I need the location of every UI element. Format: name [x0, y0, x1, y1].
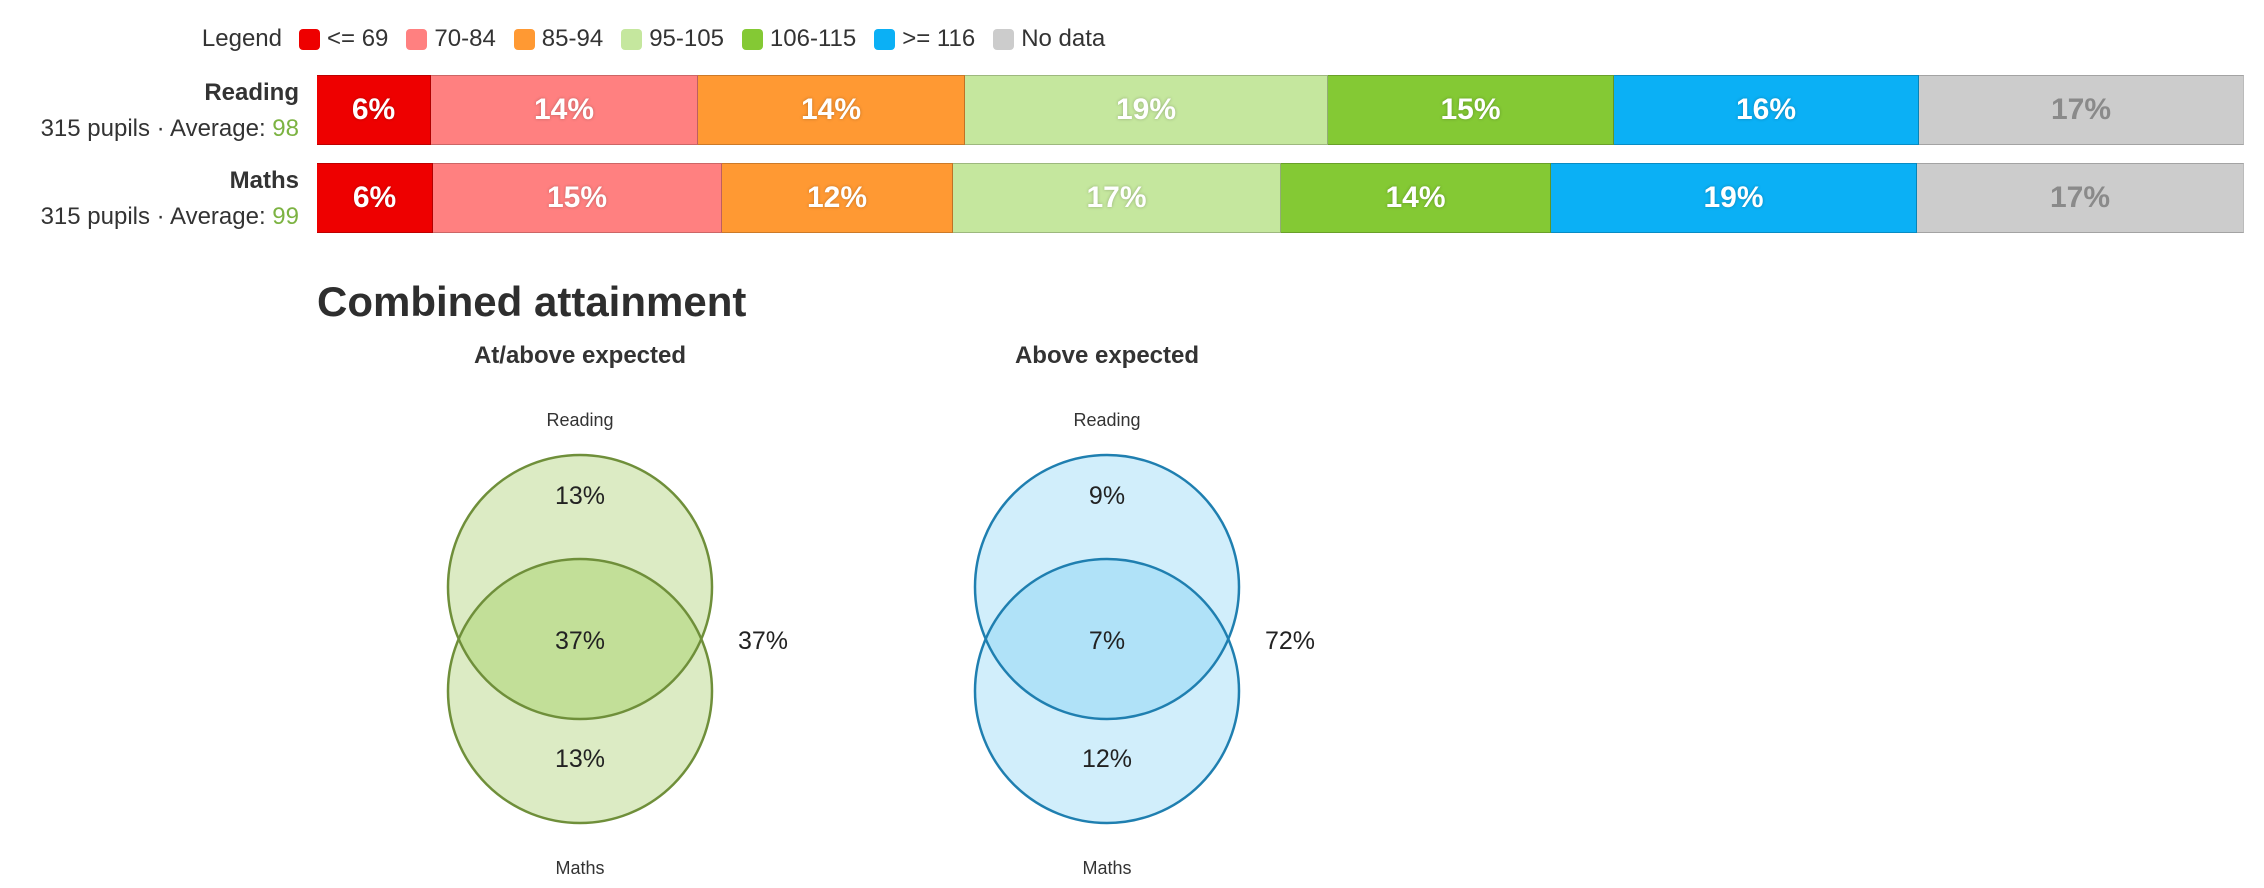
legend-item: >= 116	[874, 25, 975, 53]
legend-title: Legend	[201, 25, 282, 52]
venn-top-outline	[446, 453, 714, 721]
bar-segment: 15%	[433, 163, 722, 233]
maths-row: Maths 315 pupils · Average: 99 6% 15% 12% 1…	[0, 163, 2264, 233]
venn-bottom-label: Maths	[555, 858, 604, 878]
legend-item: 95-105	[621, 25, 724, 53]
legend-item: 106-115	[741, 25, 857, 53]
maths-title: Maths	[229, 167, 299, 194]
reading-average: 98	[272, 115, 299, 142]
venn-bottom-only-value: 12%	[1082, 745, 1132, 773]
reading-pupils-text: 315 pupils · Average:	[40, 115, 273, 142]
venn-svg: Reading 13% 37% 13% 37% Maths	[446, 410, 788, 878]
venn-title: Above expected	[1014, 342, 1200, 369]
legend-swatch	[406, 28, 428, 50]
venn-top-label: Reading	[546, 410, 613, 430]
reading-summary: 315 pupils · Average: 98	[41, 115, 299, 143]
legend-item: 85-94	[513, 25, 604, 53]
venn-bottom-label: Maths	[1082, 858, 1131, 878]
venn-top-only-value: 13%	[555, 482, 605, 510]
bar-segment: 15%	[1328, 75, 1614, 145]
venn-overlap-value: 7%	[1089, 627, 1125, 655]
maths-average: 99	[272, 203, 299, 230]
bar-segment: 6%	[317, 75, 431, 145]
legend-label: 95-105	[649, 25, 724, 52]
venn-svg: Reading 9% 7% 12% 72% Maths	[973, 410, 1315, 878]
legend-swatch	[299, 28, 320, 50]
reading-title: Reading	[204, 79, 299, 106]
bar-segment: 12%	[722, 163, 953, 233]
venn-overlap-value: 37%	[555, 627, 605, 655]
legend-item: <= 69	[299, 25, 388, 53]
maths-stacked-bar: 6% 15% 12% 17% 14% 19% 17%	[317, 163, 2244, 233]
bar-segment: 14%	[698, 75, 965, 145]
bar-segment: 6%	[317, 163, 433, 233]
bar-segment: 19%	[1551, 163, 1917, 233]
venn-title: At/above expected	[473, 342, 687, 369]
maths-row-label: Maths 315 pupils · Average: 99	[0, 163, 299, 233]
legend-label: <= 69	[327, 25, 389, 52]
maths-pupils-text: 315 pupils · Average:	[40, 203, 273, 230]
venn-overlap-region	[458, 559, 702, 719]
venn-bottom-only-value: 13%	[555, 745, 605, 773]
venn-top-only-value: 9%	[1089, 482, 1125, 510]
legend-label: 106-115	[769, 25, 857, 52]
venn-bottom-outline	[973, 557, 1241, 825]
venn-bottom-outline	[446, 557, 714, 825]
legend-swatch	[741, 28, 763, 50]
legend-items: <= 69 70-84 85-94 95-105 106-115 >= 116 No dat…	[299, 25, 1123, 53]
reading-row: Reading 315 pupils · Average: 98 6% 14% 14…	[0, 75, 2264, 145]
bar-segment: 17%	[1919, 75, 2244, 145]
legend-swatch	[874, 28, 896, 50]
venn-overlap-region	[985, 559, 1229, 719]
bar-segment: 14%	[1281, 163, 1551, 233]
venn-outside-value: 72%	[1265, 627, 1315, 655]
legend: Legend <= 69 70-84 85-94 95-105 106-115 >= 11…	[0, 22, 1123, 56]
reading-stacked-bar: 6% 14% 14% 19% 15% 16% 17%	[317, 75, 2244, 145]
bar-segment: 17%	[953, 163, 1281, 233]
bar-segment: 19%	[965, 75, 1328, 145]
venn-top-label: Reading	[1073, 410, 1140, 430]
legend-item: No data	[993, 25, 1105, 53]
venn-top-outline	[973, 453, 1241, 721]
legend-item: 70-84	[406, 25, 496, 53]
legend-label: >= 116	[902, 25, 976, 52]
legend-swatch	[993, 28, 1015, 50]
legend-swatch	[621, 28, 643, 50]
bar-segment: 14%	[431, 75, 698, 145]
legend-label: No data	[1021, 25, 1106, 52]
bar-segment: 16%	[1614, 75, 1919, 145]
bar-segment: 17%	[1917, 163, 2244, 233]
combined-attainment-title: Combined attainment	[317, 278, 747, 325]
legend-label: 70-84	[434, 25, 496, 52]
venn-outside-value: 37%	[738, 627, 788, 655]
reading-row-label: Reading 315 pupils · Average: 98	[0, 75, 299, 145]
maths-summary: 315 pupils · Average: 99	[41, 203, 299, 231]
legend-label: 85-94	[541, 25, 604, 52]
legend-swatch	[513, 28, 535, 50]
